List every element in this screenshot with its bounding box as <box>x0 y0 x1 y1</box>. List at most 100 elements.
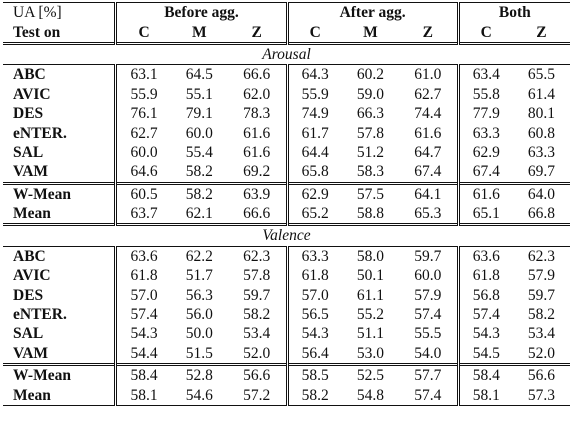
value-cell: 69.2 <box>227 162 289 184</box>
value-cell: 74.9 <box>301 105 329 123</box>
value-cell: 52.8 <box>170 363 228 386</box>
value-cell: 59.7 <box>527 286 556 304</box>
value-cell: 61.8 <box>130 267 158 285</box>
row-label: DES <box>3 103 118 124</box>
value-cell: 54.3 <box>472 325 500 343</box>
subcol-both-z: Z <box>536 23 547 41</box>
value-cell: 57.4 <box>398 385 460 406</box>
table-row: SAL 60.0 55.4 61.6 64.4 51.2 64.7 62.9 63.3 <box>3 142 570 163</box>
value-cell: 62.7 <box>398 84 460 104</box>
value-cell: 57.8 <box>356 124 384 142</box>
value-cell: 77.9 <box>472 105 500 123</box>
value-cell: 64.4 <box>301 143 329 161</box>
value-cell: 58.1 <box>458 385 513 406</box>
row-label: Mean <box>3 385 118 406</box>
row-label: W-Mean <box>3 181 118 204</box>
subcol-before-m: M <box>191 23 207 41</box>
subcol-both-c: C <box>480 23 492 41</box>
value-cell: 67.4 <box>472 163 500 181</box>
value-cell: 60.0 <box>130 143 158 161</box>
value-cell: 60.8 <box>527 124 556 142</box>
value-cell: 63.1 <box>115 64 171 85</box>
value-cell: 62.3 <box>512 245 570 267</box>
value-cell: 58.4 <box>458 363 513 386</box>
value-cell: 57.8 <box>227 266 289 286</box>
row-label: SAL <box>3 142 118 163</box>
value-cell: 65.5 <box>512 64 570 85</box>
value-cell: 69.7 <box>527 163 556 181</box>
row-label: eNTER. <box>3 304 118 325</box>
value-cell: 51.5 <box>185 344 213 362</box>
value-cell: 60.2 <box>341 64 399 85</box>
table-row: DES 76.1 79.1 78.3 74.9 66.3 74.4 77.9 80.1 <box>3 103 570 124</box>
value-cell: 63.6 <box>115 245 171 267</box>
value-cell: 65.1 <box>472 205 500 223</box>
subcol-before-z: Z <box>227 22 289 44</box>
value-cell: 57.9 <box>527 267 556 285</box>
table-row: DES 57.0 56.3 59.7 57.0 61.1 57.9 56.8 59.7 <box>3 285 570 305</box>
group-header-both: Both <box>458 2 570 23</box>
value-cell: 64.6 <box>130 163 158 181</box>
value-cell: 63.4 <box>458 64 513 85</box>
value-cell: 62.1 <box>185 205 213 223</box>
value-cell: 58.0 <box>341 245 399 267</box>
value-cell: 57.0 <box>130 286 158 304</box>
value-cell: 57.2 <box>227 385 289 406</box>
value-cell: 51.2 <box>356 143 384 161</box>
value-cell: 63.9 <box>227 181 289 204</box>
value-cell: 80.1 <box>527 105 556 123</box>
row-label: Mean <box>3 203 118 225</box>
value-cell: 60.0 <box>185 124 213 142</box>
value-cell: 55.5 <box>398 324 460 344</box>
table-row: ABC 63.6 62.2 62.3 63.3 58.0 59.7 63.6 62.3 <box>3 245 570 267</box>
row-label: AVIC <box>3 84 118 104</box>
value-cell: 55.4 <box>185 143 213 161</box>
value-cell: 56.8 <box>472 286 500 304</box>
value-cell: 52.0 <box>527 344 556 362</box>
value-cell: 54.4 <box>130 344 158 362</box>
value-cell: 74.4 <box>398 103 460 124</box>
value-cell: 54.3 <box>301 325 329 343</box>
value-cell: 62.3 <box>227 245 289 267</box>
value-cell: 57.9 <box>398 285 460 305</box>
value-cell: 54.8 <box>341 385 399 406</box>
value-cell: 54.6 <box>170 385 228 406</box>
value-cell: 55.2 <box>356 306 384 324</box>
value-cell: 56.0 <box>185 306 213 324</box>
value-cell: 56.6 <box>227 363 289 386</box>
summary-row: W-Mean 60.5 58.2 63.9 62.9 57.5 64.1 61.6 64.0 <box>3 181 570 204</box>
value-cell: 63.7 <box>130 205 158 223</box>
value-cell: 63.3 <box>287 245 342 267</box>
subcol-after-c: C <box>309 23 321 41</box>
value-cell: 62.7 <box>130 124 158 142</box>
header-row-groups: UA [%] Before agg. After agg. Both <box>3 2 570 23</box>
header-test-on-label: Test on <box>3 22 118 44</box>
value-cell: 61.6 <box>227 142 289 163</box>
value-cell: 62.9 <box>287 181 342 204</box>
value-cell: 58.2 <box>227 304 289 325</box>
value-cell: 61.0 <box>398 64 460 85</box>
value-cell: 56.5 <box>301 306 329 324</box>
value-cell: 79.1 <box>185 105 213 123</box>
value-cell: 58.5 <box>287 363 342 386</box>
value-cell: 58.8 <box>356 205 384 223</box>
row-label: VAM <box>3 162 118 184</box>
row-label: ABC <box>3 64 118 85</box>
value-cell: 57.5 <box>341 181 399 204</box>
value-cell: 58.1 <box>115 385 171 406</box>
value-cell: 59.7 <box>227 285 289 305</box>
group-header-before: Before agg. <box>115 2 289 23</box>
section-title: Valence <box>3 223 570 247</box>
value-cell: 64.7 <box>398 142 460 163</box>
value-cell: 51.7 <box>185 267 213 285</box>
table-row: VAM 54.4 51.5 52.0 56.4 53.0 54.0 54.5 52.0 <box>3 343 570 365</box>
value-cell: 64.1 <box>398 181 460 204</box>
value-cell: 61.8 <box>301 267 329 285</box>
value-cell: 58.2 <box>527 306 556 324</box>
row-label: VAM <box>3 343 118 365</box>
value-cell: 57.4 <box>472 306 500 324</box>
value-cell: 63.6 <box>458 245 513 267</box>
value-cell: 54.0 <box>398 343 460 365</box>
value-cell: 66.8 <box>527 205 556 223</box>
value-cell: 66.6 <box>227 64 289 85</box>
